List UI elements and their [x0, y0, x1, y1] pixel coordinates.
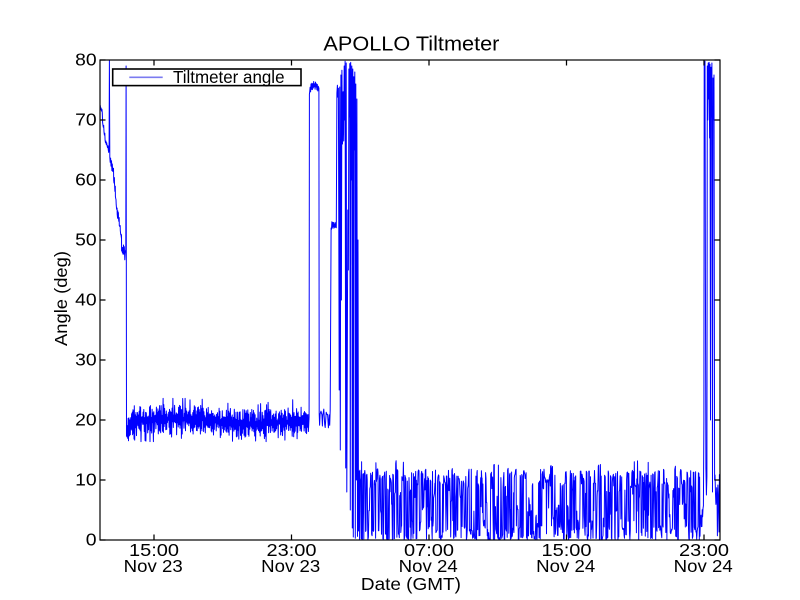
svg-text:Nov 23: Nov 23 — [261, 556, 320, 576]
svg-text:0: 0 — [86, 530, 97, 550]
svg-text:Nov 24: Nov 24 — [536, 556, 595, 576]
svg-text:50: 50 — [75, 230, 97, 250]
svg-text:23:00: 23:00 — [267, 540, 317, 560]
svg-text:APOLLO Tiltmeter: APOLLO Tiltmeter — [323, 34, 499, 56]
svg-text:70: 70 — [75, 110, 97, 130]
svg-text:30: 30 — [75, 350, 97, 370]
svg-text:Nov 24: Nov 24 — [399, 556, 458, 576]
svg-text:15:00: 15:00 — [129, 540, 179, 560]
svg-text:Tiltmeter angle: Tiltmeter angle — [173, 67, 285, 87]
svg-text:07:00: 07:00 — [404, 540, 454, 560]
svg-text:20: 20 — [75, 410, 97, 430]
svg-text:60: 60 — [75, 170, 97, 190]
svg-text:15:00: 15:00 — [542, 540, 592, 560]
svg-text:80: 80 — [75, 50, 97, 70]
svg-text:Nov 24: Nov 24 — [674, 556, 733, 576]
svg-text:40: 40 — [75, 290, 97, 310]
svg-text:23:00: 23:00 — [679, 540, 729, 560]
svg-text:Nov 23: Nov 23 — [124, 556, 183, 576]
svg-text:10: 10 — [75, 470, 97, 490]
svg-text:Angle (deg): Angle (deg) — [51, 251, 71, 346]
svg-text:Date (GMT): Date (GMT) — [361, 574, 461, 594]
